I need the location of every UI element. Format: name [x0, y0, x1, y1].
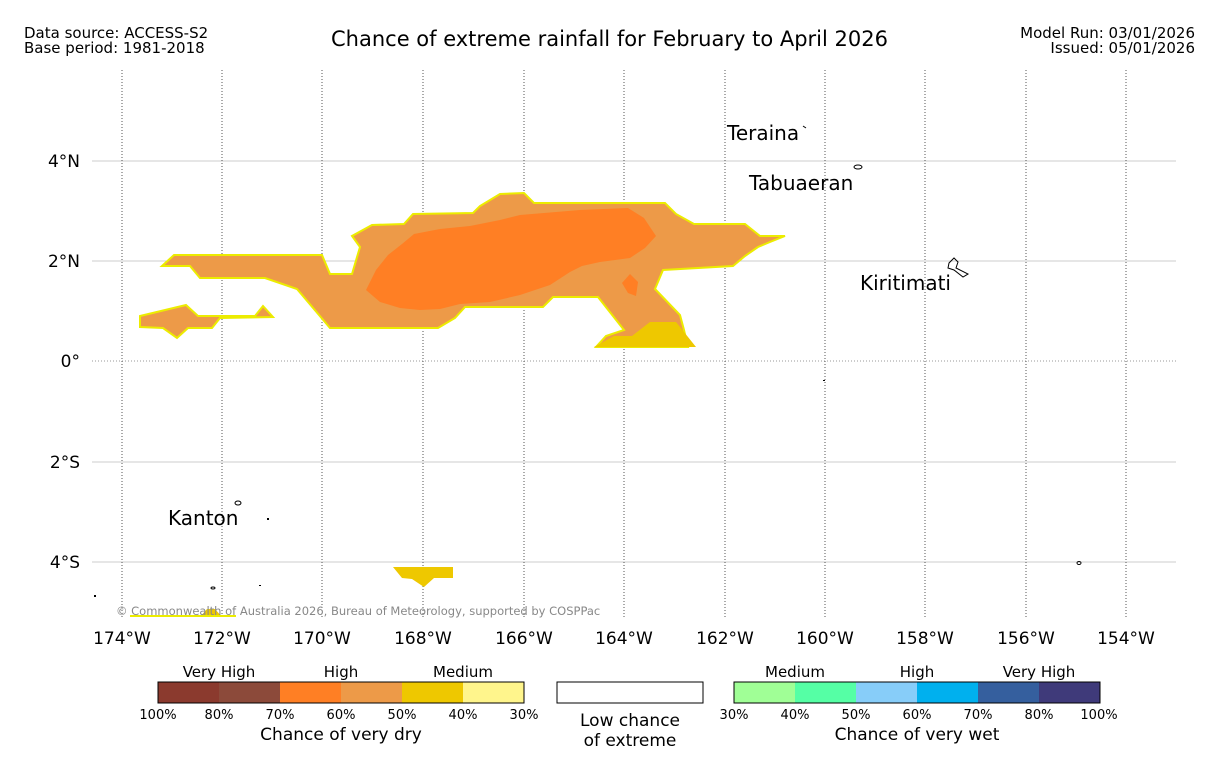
legend-dry-swatch-100-80: [158, 682, 219, 703]
legend-wet-category-high: High: [900, 663, 934, 681]
legend-dry-tick-70: 70%: [266, 708, 295, 723]
legend-dry-swatch-50-40: [402, 682, 463, 703]
dry-region-medium-40-50-south: [594, 322, 696, 347]
place-label-kiritimati: Kiritimati: [860, 271, 951, 295]
dry-region-high-60-70-core: [366, 208, 656, 310]
place-label-tabuaeran: Tabuaeran: [748, 171, 853, 195]
legend-wet-caption: Chance of very wet: [835, 725, 1000, 745]
legend-dry-category-high: High: [324, 663, 358, 681]
base-period-label: Base period: 1981-2018: [24, 39, 205, 57]
copyright-notice: © Commonwealth of Australia 2026, Bureau…: [116, 604, 600, 618]
lon-label-166w: 166°W: [495, 629, 553, 649]
legend-dry-caption: Chance of very dry: [260, 725, 422, 745]
island-dots: [94, 380, 825, 597]
issued-label: Issued: 05/01/2026: [1050, 39, 1195, 57]
lat-label-0: 0°: [61, 352, 80, 372]
dry-region-high-west-lobe: [139, 303, 276, 340]
legend-neutral-line2: of extreme: [584, 731, 677, 751]
legend-wet-tick-100: 100%: [1080, 708, 1117, 723]
teraina-island: [802, 125, 807, 129]
lat-label-2n: 2°N: [48, 252, 80, 272]
legend-wet-border: [733, 681, 1101, 704]
lon-label-160w: 160°W: [796, 629, 854, 649]
legend-dry-tick-50: 50%: [388, 708, 417, 723]
legend-dry-swatch-40-30: [463, 682, 524, 703]
lat-label-4n: 4°N: [48, 152, 80, 172]
legend-wet-tick-50: 50%: [842, 708, 871, 723]
small-island-2: [1076, 561, 1082, 565]
legend-wet-tick-80: 80%: [1025, 708, 1054, 723]
lon-label-172w: 172°W: [193, 629, 251, 649]
legend-dry-swatch-70-60: [280, 682, 341, 703]
kiritimati-island: [947, 257, 970, 278]
legend-wet-swatch-50-60: [856, 682, 917, 703]
legend-wet-swatch-40-50: [795, 682, 856, 703]
dry-region-high-60-70-small: [622, 274, 638, 296]
model-run-label: Model Run: 03/01/2026: [1020, 24, 1195, 42]
legend-wet-swatch-60-70: [917, 682, 978, 703]
legend-dry-tick-80: 80%: [205, 708, 234, 723]
lon-label-164w: 164°W: [595, 629, 653, 649]
legend-wet-tick-30: 30%: [720, 708, 749, 723]
legend-neutral: Low chance of extreme: [556, 681, 704, 751]
legend-dry: Very High High Medium 100% 80% 70% 60% 5…: [139, 663, 538, 745]
legend-dry-tick-40: 40%: [449, 708, 478, 723]
legend-wet-swatch-70-80: [978, 682, 1039, 703]
small-island-1: [210, 586, 216, 590]
legend-wet-swatch-30-40: [734, 682, 795, 703]
lon-label-174w: 174°W: [93, 629, 151, 649]
dry-region-medium-40-50-south-patch: [393, 567, 453, 587]
legend-dry-swatch-80-70: [219, 682, 280, 703]
legend-wet-tick-40: 40%: [781, 708, 810, 723]
place-label-kanton: Kanton: [168, 506, 238, 530]
legend-wet-category-very-high: Very High: [1003, 663, 1076, 681]
legend-dry-tick-30: 30%: [510, 708, 539, 723]
legend-wet-tick-60: 60%: [903, 708, 932, 723]
lon-label-154w: 154°W: [1097, 629, 1155, 649]
legend-dry-border: [157, 681, 525, 704]
legend-dry-category-very-high: Very High: [183, 663, 256, 681]
legend-dry-tick-100: 100%: [139, 708, 176, 723]
lon-label-168w: 168°W: [394, 629, 452, 649]
legend-dry-swatch-60-50: [341, 682, 402, 703]
lon-label-158w: 158°W: [896, 629, 954, 649]
legend-wet-category-medium: Medium: [765, 663, 825, 681]
data-source-label: Data source: ACCESS-S2: [24, 24, 209, 42]
legend-neutral-line1: Low chance: [580, 711, 680, 731]
islands: [210, 125, 1082, 590]
tabuaeran-island: [853, 164, 863, 170]
place-label-teraina: Teraina: [726, 121, 799, 145]
lon-label-156w: 156°W: [997, 629, 1055, 649]
longitude-gridlines: [121, 70, 1127, 618]
legend-dry-tick-60: 60%: [327, 708, 356, 723]
legend-dry-category-medium: Medium: [433, 663, 493, 681]
lon-label-162w: 162°W: [696, 629, 754, 649]
legend-neutral-swatch: [556, 681, 704, 704]
lon-label-170w: 170°W: [293, 629, 351, 649]
page-title: Chance of extreme rainfall for February …: [331, 27, 888, 51]
kanton-island: [234, 500, 242, 506]
lat-label-2s: 2°S: [50, 453, 80, 473]
lat-label-4s: 4°S: [50, 553, 80, 573]
legend-wet-tick-70: 70%: [964, 708, 993, 723]
legend-wet: Medium High Very High 30% 40% 50% 60% 70…: [720, 663, 1118, 745]
legend-wet-swatch-80-100: [1039, 682, 1100, 703]
